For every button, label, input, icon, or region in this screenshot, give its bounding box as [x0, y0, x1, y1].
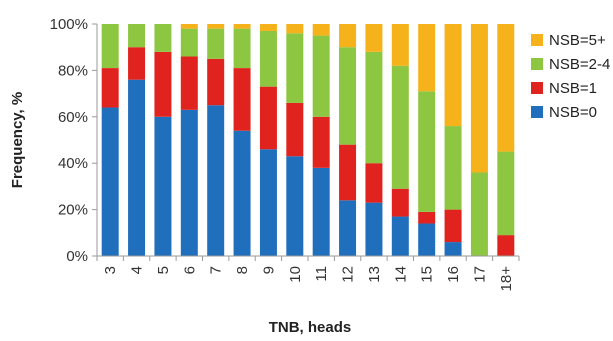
bar-segment-nsb-5--7: [207, 24, 225, 29]
bar-segment-nsb-0-16: [444, 242, 462, 256]
legend-label-nsb-5-: NSB=5+: [549, 32, 606, 49]
bar-segment-nsb-2-4-7: [207, 28, 225, 59]
x-tick-label: 13: [366, 266, 383, 283]
legend-swatch-nsb-2-4: [531, 58, 543, 70]
x-tick-label: 14: [392, 266, 409, 283]
bar-segment-nsb-2-4-15: [418, 91, 436, 212]
x-axis-title: TNB, heads: [269, 319, 352, 336]
bar-segment-nsb-2-4-6: [180, 28, 198, 57]
x-tick-label: 9: [260, 266, 277, 274]
x-tick-label: 16: [445, 266, 462, 283]
bar-segment-nsb-1-16: [444, 209, 462, 243]
bar-segment-nsb-1-10: [286, 102, 304, 157]
legend-swatch-nsb-0: [531, 106, 543, 118]
y-axis-title: Frequency, %: [9, 92, 26, 188]
bar-segment-nsb-2-4-12: [339, 47, 357, 145]
bar-segment-nsb-0-4: [128, 79, 146, 257]
bar-segment-nsb-1-12: [339, 144, 357, 201]
legend-swatch-nsb-1: [531, 82, 543, 94]
bar-segment-nsb-0-9: [259, 149, 277, 256]
bar-segment-nsb-0-3: [101, 107, 119, 257]
legend: NSB=5+ NSB=2-4 NSB=1 NSB=0: [531, 32, 610, 121]
bar-segment-nsb-5--10: [286, 24, 304, 34]
bar-segment-nsb-5--15: [418, 24, 436, 92]
x-tick-label: 18+: [498, 266, 515, 292]
y-tick-label: 80%: [58, 62, 88, 79]
x-tick-label: 3: [102, 266, 119, 274]
legend-swatch-nsb-5-: [531, 34, 543, 46]
bar-segment-nsb-2-4-16: [444, 126, 462, 210]
bar-segment-nsb-2-4-13: [365, 51, 383, 164]
x-tick-label: 6: [181, 266, 198, 274]
bar-segment-nsb-0-6: [180, 109, 198, 256]
bar-segment-nsb-2-4-14: [391, 65, 409, 189]
x-tick-label: 8: [234, 266, 251, 274]
x-tick-label: 4: [129, 266, 146, 274]
bar-segment-nsb-2-4-8: [233, 28, 251, 69]
bar-segment-nsb-5--8: [233, 24, 251, 29]
bar-segment-nsb-5--18plus: [497, 24, 515, 152]
x-tick-label: 7: [208, 266, 225, 274]
y-tick-label: 100%: [50, 16, 88, 33]
bar-segment-nsb-1-3: [101, 68, 119, 108]
bar-segment-nsb-0-8: [233, 130, 251, 256]
bar-segment-nsb-2-4-18plus: [497, 151, 515, 236]
bar-segment-nsb-5--17: [470, 24, 488, 173]
legend-label-nsb-0: NSB=0: [549, 104, 597, 121]
bar-segment-nsb-1-6: [180, 56, 198, 110]
bar-segment-nsb-0-13: [365, 202, 383, 256]
x-tick-label: 15: [419, 266, 436, 283]
x-tick-label: 12: [340, 266, 357, 283]
x-tick-label: 11: [313, 266, 330, 282]
x-tick-label: 5: [155, 266, 172, 274]
bar-segment-nsb-1-14: [391, 188, 409, 217]
bar-segment-nsb-1-15: [418, 211, 436, 224]
y-tick-label: 60%: [58, 109, 88, 126]
bar-segment-nsb-1-7: [207, 58, 225, 106]
bar-segment-nsb-2-4-10: [286, 33, 304, 103]
bar-segment-nsb-0-5: [154, 116, 172, 256]
bar-segment-nsb-5--11: [312, 24, 330, 36]
bar-segment-nsb-1-18plus: [497, 235, 515, 256]
bar-segment-nsb-0-12: [339, 200, 357, 256]
bar-segment-nsb-5--14: [391, 24, 409, 66]
x-tick-label: 17: [471, 266, 488, 283]
bar-segment-nsb-1-4: [128, 47, 146, 80]
y-tick-label: 20%: [58, 202, 88, 219]
bar-segment-nsb-0-7: [207, 105, 225, 256]
bar-segment-nsb-2-4-3: [101, 24, 119, 69]
legend-label-nsb-1: NSB=1: [549, 80, 597, 97]
bar-segment-nsb-5--13: [365, 24, 383, 52]
bar-segment-nsb-5--9: [259, 24, 277, 31]
bar-segment-nsb-5--6: [180, 24, 198, 29]
plot-area: [101, 24, 515, 257]
bar-segment-nsb-1-9: [259, 86, 277, 150]
bar-segment-nsb-5--16: [444, 24, 462, 127]
bar-segment-nsb-2-4-4: [128, 24, 146, 48]
x-tick-label: 10: [287, 266, 304, 283]
bar-segment-nsb-1-11: [312, 116, 330, 168]
bar-segment-nsb-2-4-11: [312, 35, 330, 117]
bar-segment-nsb-1-13: [365, 163, 383, 203]
y-axis: 0% 20% 40% 60% 80% 100%: [50, 16, 98, 265]
y-tick-label: 0%: [66, 248, 88, 265]
bar-segment-nsb-1-5: [154, 51, 172, 117]
x-axis: 3 4 5 6 7 8 9 10 11 12 13 14 15 16 17 18+: [96, 255, 520, 292]
bar-segment-nsb-1-8: [233, 68, 251, 131]
bar-segment-nsb-5--12: [339, 24, 357, 48]
bar-segment-nsb-0-11: [312, 167, 330, 256]
y-tick-label: 40%: [58, 155, 88, 172]
bar-segment-nsb-2-4-5: [154, 24, 172, 52]
bar-segment-nsb-0-15: [418, 223, 436, 256]
bar-segment-nsb-2-4-17: [470, 172, 488, 256]
legend-label-nsb-2-4: NSB=2-4: [549, 56, 610, 73]
bar-segment-nsb-0-14: [391, 216, 409, 256]
bar-segment-nsb-2-4-9: [259, 30, 277, 87]
bar-segment-nsb-0-10: [286, 156, 304, 256]
